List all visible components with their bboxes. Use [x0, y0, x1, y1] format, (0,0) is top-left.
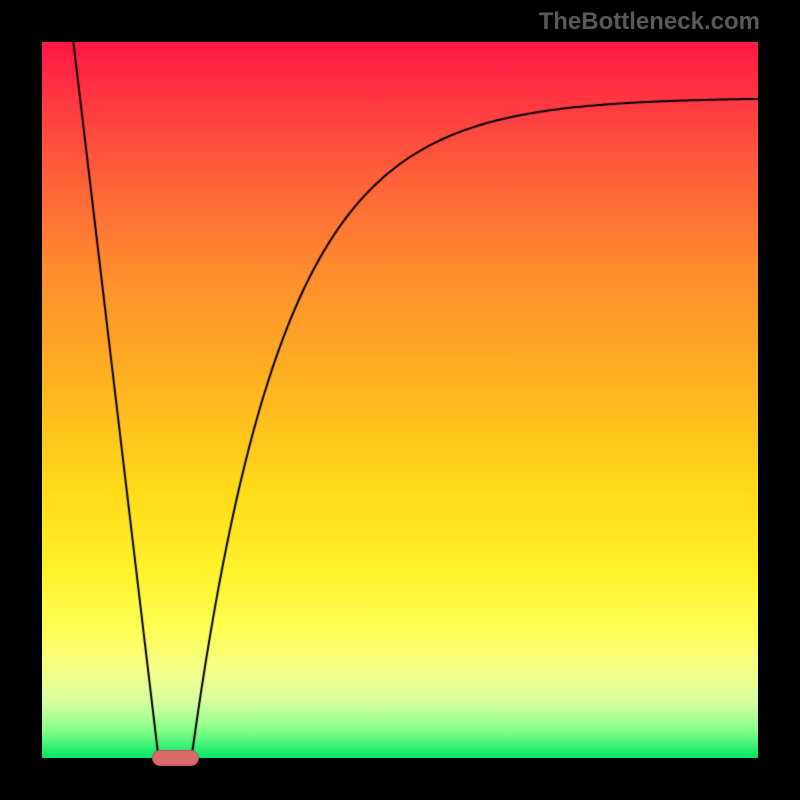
bottleneck-curve-canvas	[0, 0, 800, 800]
bottleneck-marker	[152, 750, 199, 766]
chart-container: TheBottleneck.com	[0, 0, 800, 800]
watermark-text: TheBottleneck.com	[539, 8, 760, 36]
